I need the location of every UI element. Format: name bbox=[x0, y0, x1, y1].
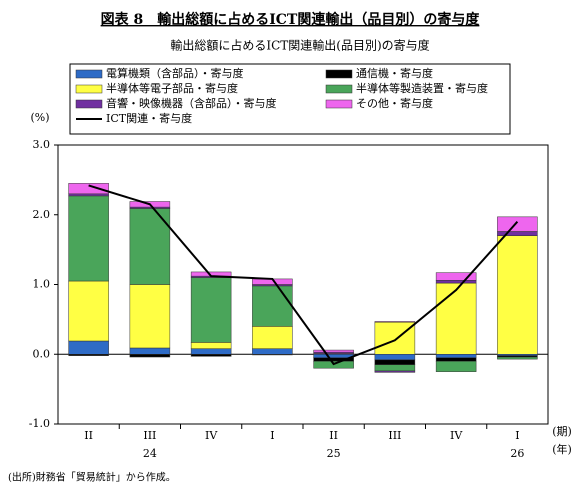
x-group-label: 25 bbox=[327, 447, 341, 460]
bar-segment bbox=[497, 216, 538, 232]
legend-label: ICT関連・寄与度 bbox=[106, 111, 192, 125]
y-tick-label: 0.0 bbox=[33, 347, 51, 360]
bar-segment bbox=[435, 280, 477, 284]
bar-segment bbox=[68, 183, 109, 195]
x-group-label: 24 bbox=[143, 447, 157, 460]
bar-segment bbox=[252, 348, 293, 355]
bar-segment bbox=[252, 354, 293, 356]
bar-segment bbox=[435, 357, 477, 362]
x-tick-label: IV bbox=[205, 429, 218, 442]
bar-segment bbox=[129, 284, 171, 349]
bar-segment bbox=[313, 354, 354, 358]
bar-segment bbox=[68, 195, 109, 282]
bar-segment bbox=[374, 354, 416, 361]
bar-segment bbox=[374, 370, 416, 373]
bar-segment bbox=[129, 347, 171, 355]
bar-segment bbox=[374, 359, 416, 365]
legend-swatch bbox=[325, 99, 353, 109]
bar-segment bbox=[190, 354, 232, 357]
legend-swatch bbox=[75, 99, 103, 109]
bar-segment bbox=[435, 360, 477, 372]
bar-segment bbox=[129, 354, 171, 358]
legend-swatch bbox=[325, 69, 353, 79]
x-tick-label: I bbox=[515, 429, 519, 442]
x-group-unit: (年) bbox=[552, 442, 572, 456]
x-tick-label: III bbox=[143, 429, 156, 442]
y-tick-label: 2.0 bbox=[33, 208, 51, 221]
line-series bbox=[88, 184, 519, 366]
bar-segment bbox=[190, 342, 232, 349]
bar-segment bbox=[252, 285, 293, 327]
bar-segment bbox=[68, 340, 109, 355]
y-tick-label: 3.0 bbox=[33, 138, 51, 151]
x-tick-label: II bbox=[329, 429, 338, 442]
legend-label: 半導体等製造装置・寄与度 bbox=[356, 81, 488, 95]
y-tick-label: 1.0 bbox=[33, 278, 51, 291]
bar-segment bbox=[497, 235, 538, 355]
bar-segment bbox=[374, 321, 416, 323]
y-unit: (%) bbox=[30, 111, 49, 124]
legend-label: 音響・映像機器（含部品）・寄与度 bbox=[106, 96, 277, 110]
bar-segment bbox=[68, 280, 109, 342]
legend-box bbox=[69, 63, 511, 135]
legend-label: その他・寄与度 bbox=[356, 96, 433, 110]
legend-label: 通信機・寄与度 bbox=[356, 66, 433, 80]
source-note: (出所)財務省「貿易統計」から作成。 bbox=[8, 471, 176, 484]
x-tick-label: I bbox=[270, 429, 274, 442]
bar-segment bbox=[252, 326, 293, 349]
bar-segment bbox=[190, 348, 232, 355]
chart-subtitle: 輸出総額に占めるICT関連輸出(品目別)の寄与度 bbox=[170, 38, 429, 53]
x-group-label: 26 bbox=[510, 447, 524, 460]
x-tick-label: IV bbox=[450, 429, 463, 442]
bar-segment bbox=[497, 356, 538, 360]
y-tick-label: -1.0 bbox=[29, 417, 50, 430]
bar-segment bbox=[190, 277, 232, 343]
bar-segment bbox=[68, 354, 109, 356]
bar-segment bbox=[68, 193, 109, 197]
bar-segment bbox=[435, 282, 477, 355]
legend-swatch bbox=[75, 69, 103, 79]
x-tick-label: III bbox=[388, 429, 401, 442]
x-tick-label: II bbox=[84, 429, 93, 442]
bar-segment bbox=[435, 272, 477, 281]
legend-swatch bbox=[75, 84, 103, 94]
bar-segment bbox=[313, 349, 354, 353]
legend-swatch bbox=[325, 84, 353, 94]
legend-label: 半導体等電子部品・寄与度 bbox=[106, 81, 238, 95]
bar-segment bbox=[497, 231, 538, 236]
bar-segment bbox=[435, 354, 477, 358]
x-unit: (期) bbox=[552, 425, 572, 438]
legend-label: 電算機類（含部品）・寄与度 bbox=[106, 66, 244, 80]
bar-segment bbox=[374, 364, 416, 372]
bar-segment bbox=[374, 321, 416, 355]
chart-title: 図表 8 輸出総額に占めるICT関連輸出（品目別）の寄与度 bbox=[101, 11, 481, 28]
